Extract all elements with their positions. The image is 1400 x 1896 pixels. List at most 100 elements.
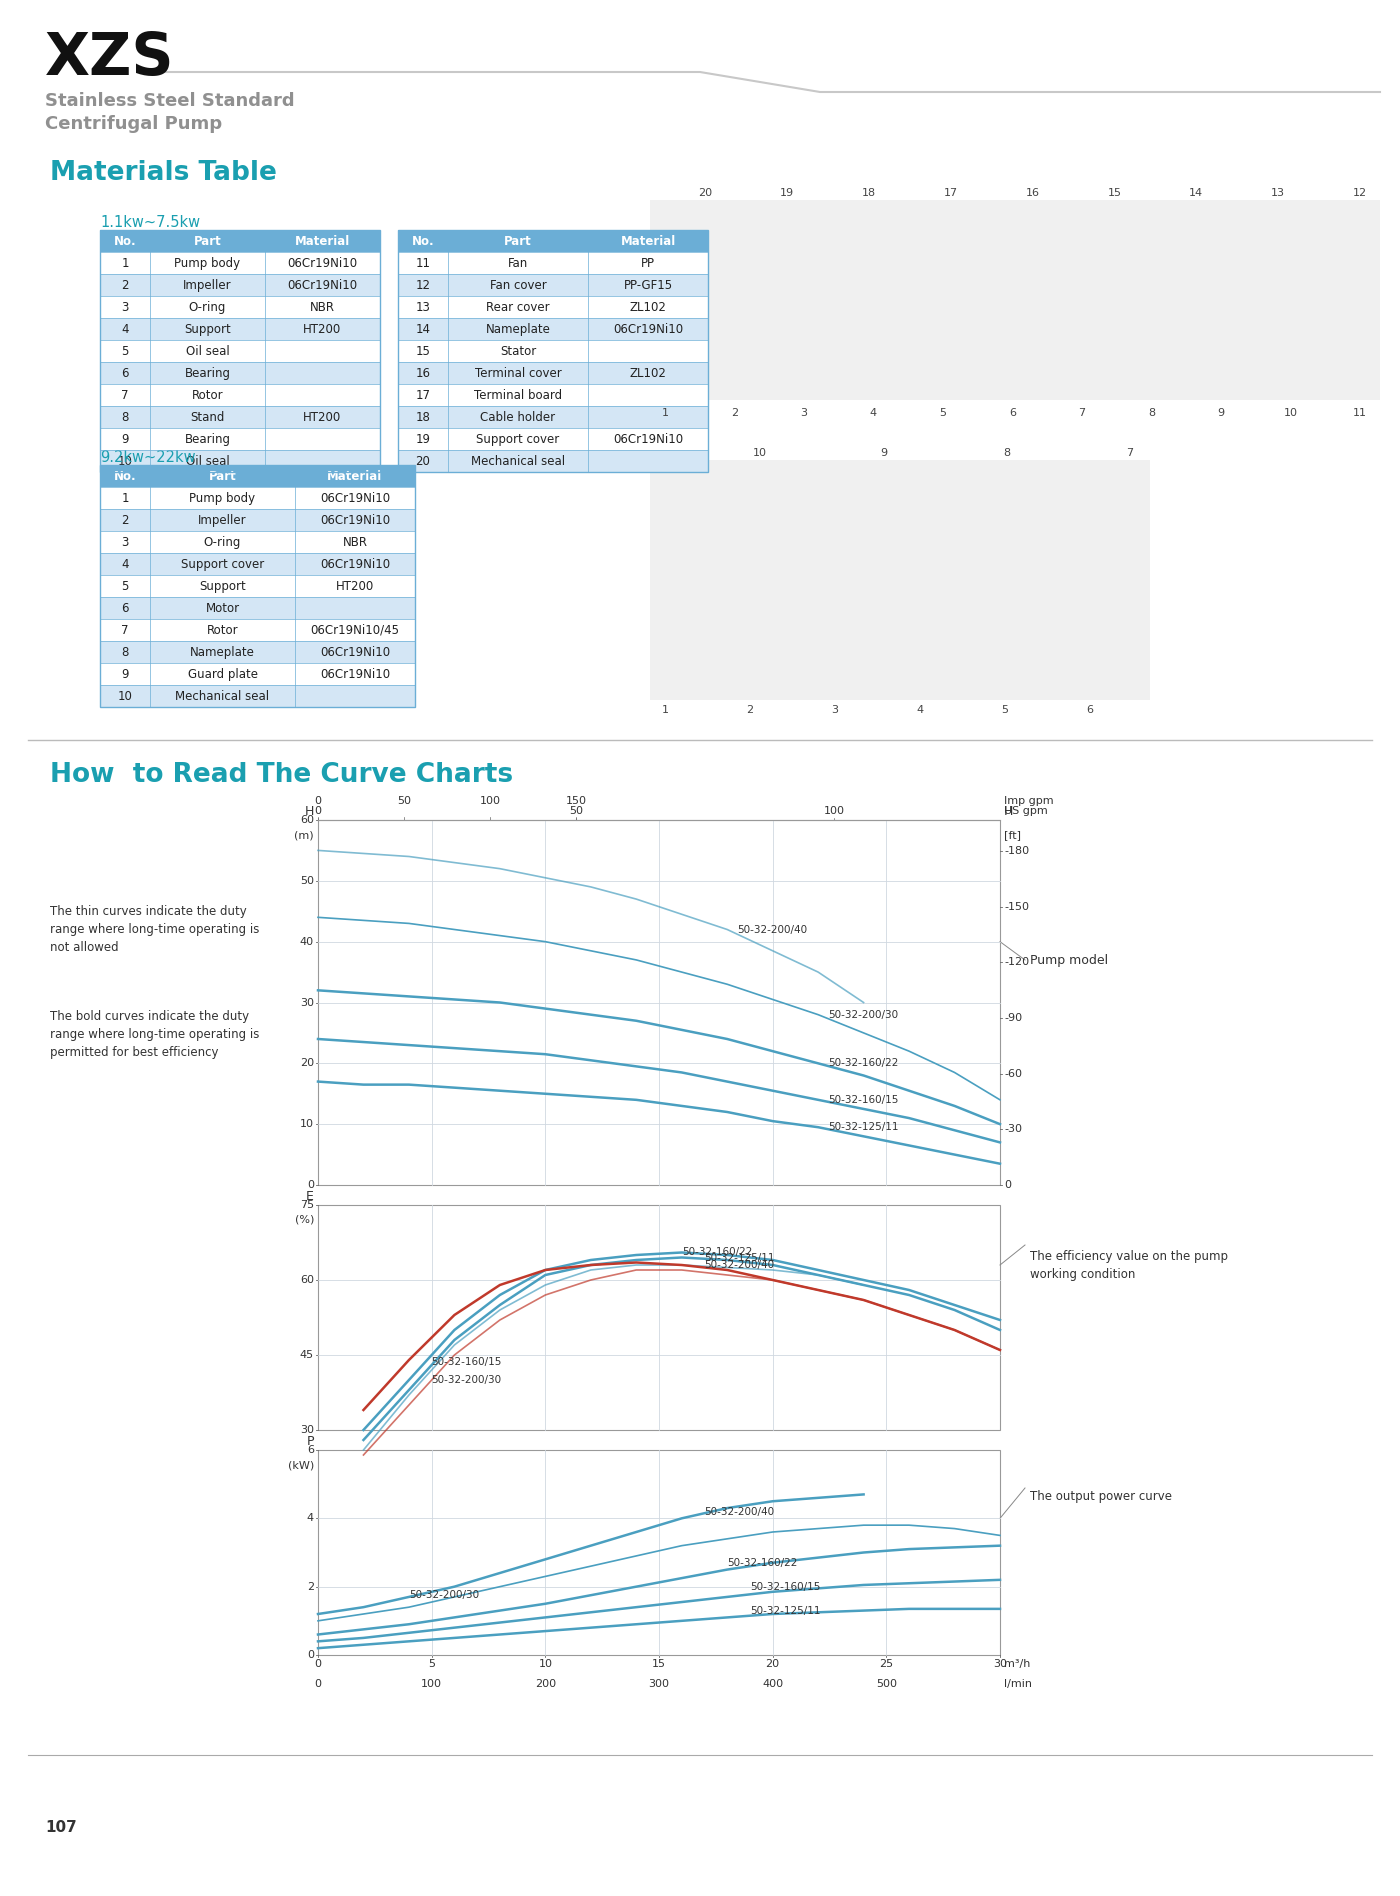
Text: 4: 4 (307, 1513, 314, 1522)
Text: 16: 16 (416, 366, 431, 379)
Bar (99, 339, 379, 362)
Text: No.: No. (113, 235, 136, 248)
Bar (398, 229, 708, 252)
Text: 150: 150 (566, 796, 587, 806)
Text: (kW): (kW) (288, 1460, 314, 1469)
Text: No.: No. (113, 470, 136, 482)
Text: 50-32-125/11: 50-32-125/11 (829, 1122, 899, 1132)
Text: (m): (m) (294, 830, 314, 840)
Text: 30: 30 (993, 1659, 1007, 1668)
Bar (99, 684, 414, 707)
Bar (398, 428, 708, 449)
Text: Pump body: Pump body (189, 491, 256, 504)
Text: 1.1kw~7.5kw: 1.1kw~7.5kw (99, 214, 200, 229)
Text: No.: No. (412, 235, 434, 248)
Text: Nameplate: Nameplate (486, 322, 550, 336)
Text: 50: 50 (570, 806, 584, 815)
Bar (99, 641, 414, 664)
Text: 06Cr19Ni10: 06Cr19Ni10 (321, 667, 391, 681)
Text: Impeller: Impeller (183, 279, 232, 292)
Text: Impeller: Impeller (199, 514, 246, 527)
Text: Stand: Stand (190, 411, 224, 423)
Bar (398, 362, 708, 385)
Text: 12: 12 (416, 279, 431, 292)
Bar (99, 618, 414, 641)
Text: 3: 3 (801, 408, 808, 417)
Text: 0: 0 (315, 806, 322, 815)
Text: 300: 300 (648, 1680, 669, 1689)
Bar (398, 275, 708, 296)
Text: 14: 14 (1189, 188, 1204, 197)
Bar (99, 275, 379, 296)
Text: -90: -90 (1004, 1012, 1022, 1024)
Text: 50-32-160/15: 50-32-160/15 (829, 1094, 899, 1105)
Bar (99, 449, 379, 472)
Text: 16: 16 (1025, 188, 1039, 197)
Text: 50-32-200/40: 50-32-200/40 (738, 925, 808, 935)
Text: 30: 30 (300, 1426, 314, 1435)
Text: Stainless Steel Standard: Stainless Steel Standard (45, 93, 294, 110)
Text: O-ring: O-ring (189, 300, 227, 313)
Text: 0: 0 (307, 1179, 314, 1191)
Text: 50-32-160/22: 50-32-160/22 (829, 1058, 899, 1067)
Text: 0: 0 (307, 1650, 314, 1661)
Text: The thin curves indicate the duty
range where long-time operating is
not allowed: The thin curves indicate the duty range … (50, 904, 259, 954)
Bar (99, 664, 414, 684)
Text: 20: 20 (766, 1659, 780, 1668)
Text: 60: 60 (300, 815, 314, 825)
Text: Centrifugal Pump: Centrifugal Pump (45, 116, 223, 133)
Text: US gpm: US gpm (1004, 806, 1047, 815)
Text: 18: 18 (861, 188, 876, 197)
Bar (99, 531, 414, 554)
Text: Motor: Motor (206, 601, 239, 614)
Text: 5: 5 (428, 1659, 435, 1668)
Text: The bold curves indicate the duty
range where long-time operating is
permitted f: The bold curves indicate the duty range … (50, 1011, 259, 1060)
Text: P: P (307, 1435, 314, 1449)
Text: 11: 11 (1352, 408, 1366, 417)
Text: O-ring: O-ring (204, 535, 241, 548)
Text: 20: 20 (699, 188, 713, 197)
Text: Terminal board: Terminal board (475, 389, 561, 402)
Bar (398, 449, 708, 472)
Text: 8: 8 (1148, 408, 1155, 417)
Text: 60: 60 (300, 1274, 314, 1285)
Text: 0: 0 (315, 796, 322, 806)
Text: 75: 75 (300, 1200, 314, 1210)
Text: The efficiency value on the pump
working condition: The efficiency value on the pump working… (1030, 1249, 1228, 1282)
Text: XZS: XZS (45, 30, 175, 87)
Text: 20: 20 (300, 1058, 314, 1067)
Text: [ft]: [ft] (1004, 830, 1021, 840)
Text: 1: 1 (661, 408, 669, 417)
Text: Nameplate: Nameplate (190, 645, 255, 658)
Text: -120: -120 (1004, 957, 1029, 967)
Text: 4: 4 (122, 557, 129, 571)
Text: 06Cr19Ni10: 06Cr19Ni10 (613, 322, 683, 336)
Text: 1: 1 (122, 256, 129, 269)
Text: Support: Support (185, 322, 231, 336)
Text: Stator: Stator (500, 345, 536, 358)
Text: 9: 9 (1218, 408, 1225, 417)
Text: 2: 2 (731, 408, 738, 417)
Text: 2: 2 (122, 514, 129, 527)
Bar (99, 362, 379, 385)
Bar (99, 319, 379, 339)
Text: Rear cover: Rear cover (486, 300, 550, 313)
Text: 10: 10 (539, 1659, 553, 1668)
Text: 50: 50 (398, 796, 412, 806)
Bar (318, 1206, 1000, 1430)
Text: HT200: HT200 (336, 580, 374, 593)
Bar (398, 319, 708, 339)
Text: 30: 30 (300, 997, 314, 1007)
Text: 8: 8 (122, 645, 129, 658)
Text: 4: 4 (917, 705, 924, 715)
Text: 50-32-160/15: 50-32-160/15 (750, 1581, 820, 1591)
Text: E: E (307, 1191, 314, 1202)
Text: 0: 0 (1004, 1179, 1011, 1191)
Text: 6: 6 (122, 366, 129, 379)
Text: Support cover: Support cover (181, 557, 265, 571)
Text: PP: PP (641, 256, 655, 269)
Text: 10: 10 (118, 455, 133, 468)
Text: 10: 10 (118, 690, 133, 703)
Text: 06Cr19Ni10: 06Cr19Ni10 (321, 557, 391, 571)
Bar (99, 487, 414, 508)
